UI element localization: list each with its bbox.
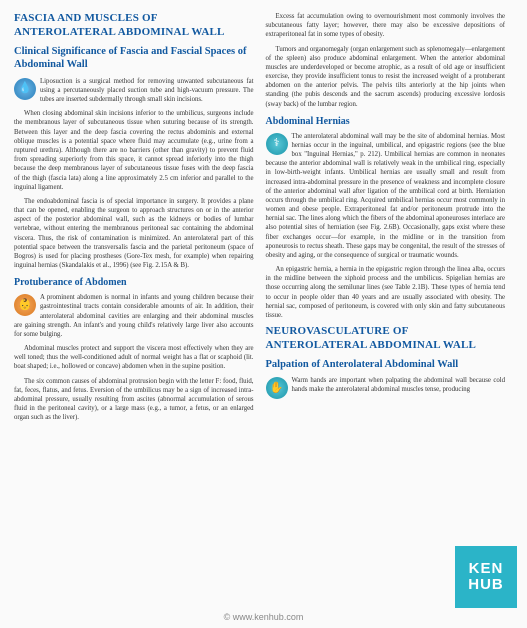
kenhub-badge: KEN HUB: [455, 546, 517, 608]
paragraph: The six common causes of abdominal protr…: [14, 377, 254, 423]
page-content: FASCIA AND MUSCLES OF ANTEROLATERAL ABDO…: [0, 0, 527, 628]
icon-glyph: ✋: [270, 381, 284, 396]
left-column: FASCIA AND MUSCLES OF ANTEROLATERAL ABDO…: [14, 12, 254, 588]
hands-icon: ✋: [266, 377, 288, 399]
section-heading-neurovasculature: NEUROVASCULATURE OF ANTEROLATERAL ABDOMI…: [266, 325, 506, 353]
paragraph: Abdominal muscles protect and support th…: [14, 344, 254, 372]
icon-glyph: 💧: [18, 81, 32, 96]
section-heading-fascia: FASCIA AND MUSCLES OF ANTEROLATERAL ABDO…: [14, 12, 254, 40]
subheading-hernias: Abdominal Hernias: [266, 115, 506, 128]
paragraph-text: A prominent abdomen is normal in infants…: [14, 294, 254, 338]
subheading-palpation: Palpation of Anterolateral Abdominal Wal…: [266, 358, 506, 372]
subheading-clinical-significance: Clinical Significance of Fascia and Fasc…: [14, 45, 254, 72]
paragraph-text: Warm hands are important when palpating …: [292, 377, 506, 393]
subheading-protuberance: Protuberance of Abdomen: [14, 276, 254, 289]
paragraph-text: The anterolateral abdominal wall may be …: [266, 133, 506, 259]
paragraph: 💧 Liposuction is a surgical method for r…: [14, 77, 254, 105]
footer-attribution: © www.kenhub.com: [0, 612, 527, 622]
paragraph: The endoabdominal fascia is of special i…: [14, 197, 254, 270]
paragraph-text: Liposuction is a surgical method for rem…: [40, 78, 254, 103]
paragraph: 👶 A prominent abdomen is normal in infan…: [14, 293, 254, 339]
medical-icon: ⚕: [266, 133, 288, 155]
paragraph: When closing abdominal skin incisions in…: [14, 109, 254, 192]
liposuction-icon: 💧: [14, 78, 36, 100]
right-column: Excess fat accumulation owing to overnou…: [266, 12, 506, 588]
paragraph: Excess fat accumulation owing to overnou…: [266, 12, 506, 40]
paragraph: ⚕ The anterolateral abdominal wall may b…: [266, 132, 506, 260]
paragraph: ✋ Warm hands are important when palpatin…: [266, 376, 506, 394]
icon-glyph: ⚕: [274, 136, 280, 151]
abdomen-icon: 👶: [14, 294, 36, 316]
paragraph: An epigastric hernia, a hernia in the ep…: [266, 265, 506, 320]
icon-glyph: 👶: [18, 298, 32, 313]
badge-text: KEN HUB: [455, 561, 517, 594]
paragraph: Tumors and organomegaly (organ enlargeme…: [266, 45, 506, 109]
